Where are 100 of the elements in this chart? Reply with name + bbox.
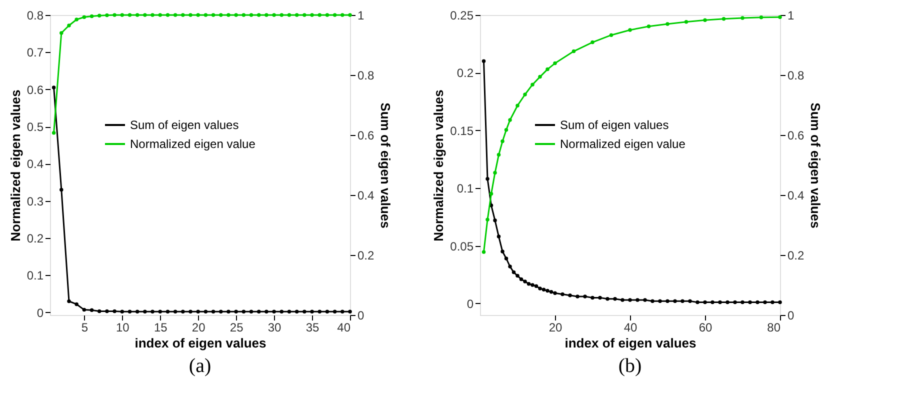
point (181, 13, 185, 17)
point (340, 310, 344, 314)
y2-tick-label: 0.8 (788, 68, 805, 82)
point (348, 310, 352, 314)
point (219, 310, 223, 314)
point (181, 310, 185, 314)
x-tick-label: 40 (624, 320, 638, 334)
point (135, 13, 140, 17)
point (287, 310, 292, 314)
x-tick-label: 20 (192, 320, 206, 334)
point (173, 13, 178, 17)
point (120, 13, 124, 17)
point (249, 13, 254, 17)
legend-label: Sum of eigen values (130, 118, 239, 132)
point (173, 310, 178, 314)
point (60, 188, 64, 192)
x-tick-label: 30 (268, 320, 282, 334)
point (143, 310, 147, 314)
y-tick-label: 0.05 (450, 239, 474, 254)
y-tick-label: 0 (36, 306, 44, 320)
point (60, 31, 64, 35)
point (97, 14, 102, 18)
point (158, 310, 162, 314)
point (242, 310, 246, 314)
point (294, 310, 299, 314)
point (280, 13, 284, 17)
point (97, 309, 102, 314)
point (325, 13, 330, 17)
y-tick-label: 0.8 (26, 8, 44, 22)
point (340, 13, 344, 17)
point (280, 310, 284, 314)
x-tick-label: 5 (81, 320, 88, 334)
point (196, 13, 200, 17)
legend-label: Normalized eigen value (130, 137, 256, 151)
x-axis-title: index of eigen values (564, 336, 696, 350)
point (120, 310, 124, 314)
legend-label: Sum of eigen values (560, 118, 669, 132)
point (143, 13, 147, 17)
point (219, 13, 223, 17)
point (226, 310, 230, 314)
x-tick-label: 20 (548, 320, 562, 334)
point (264, 13, 268, 17)
y-tick-label: 0.1 (26, 268, 44, 283)
point (135, 310, 140, 314)
point (325, 310, 330, 314)
point (82, 308, 86, 312)
point (166, 310, 170, 314)
point (234, 310, 238, 314)
point (196, 310, 200, 314)
point (294, 13, 299, 17)
y2-axis-title: Sum of eigen values (378, 102, 394, 228)
y-tick-label: 0 (466, 296, 474, 311)
y-tick-label: 0.6 (26, 82, 44, 97)
point (256, 13, 261, 17)
point (150, 310, 154, 314)
y-tick-label: 0.4 (26, 157, 44, 172)
y2-tick-label: 0 (788, 308, 794, 322)
point (302, 310, 306, 314)
y-tick-label: 0.3 (26, 194, 44, 208)
y2-axis-title: Sum of eigen values (808, 102, 824, 228)
point (188, 13, 192, 17)
y-tick-label: 0.15 (450, 124, 474, 138)
y-axis-title: Normalized eigen values (431, 90, 446, 242)
y2-tick-label: 0.4 (358, 188, 375, 202)
y-tick-label: 0.2 (26, 232, 44, 246)
text: (a) (188, 355, 212, 377)
point (158, 13, 162, 17)
point (67, 24, 71, 28)
y-tick-label: 0.25 (450, 8, 474, 22)
point (242, 13, 246, 17)
y2-tick-label: 1 (358, 8, 364, 22)
point (302, 13, 306, 17)
point (310, 310, 314, 314)
point (204, 13, 208, 17)
point (150, 13, 154, 17)
x-tick-label: 15 (154, 320, 168, 334)
x-tick-label: 25 (230, 320, 244, 334)
point (112, 309, 116, 314)
point (256, 310, 261, 314)
y2-tick-label: 0.4 (788, 188, 805, 202)
point (264, 310, 268, 314)
legend-label: Normalized eigen value (560, 137, 686, 151)
y2-tick-label: 0.2 (788, 248, 805, 262)
point (332, 310, 337, 314)
y-axis-title: Normalized eigen values (8, 90, 23, 242)
point (90, 308, 94, 312)
y-tick-label: 0.1 (456, 182, 474, 196)
y2-tick-label: 0.6 (358, 128, 375, 142)
point (310, 13, 314, 17)
x-tick-label: 40 (337, 320, 351, 334)
point (348, 13, 352, 17)
x-tick-label: 35 (306, 320, 320, 334)
y2-tick-label: 0.6 (788, 128, 805, 142)
point (249, 310, 254, 314)
point (112, 13, 116, 17)
y-tick-label: 0.5 (26, 120, 44, 134)
x-tick-label: 80 (767, 320, 781, 334)
point (287, 13, 292, 17)
point (234, 13, 238, 17)
point (211, 13, 216, 17)
